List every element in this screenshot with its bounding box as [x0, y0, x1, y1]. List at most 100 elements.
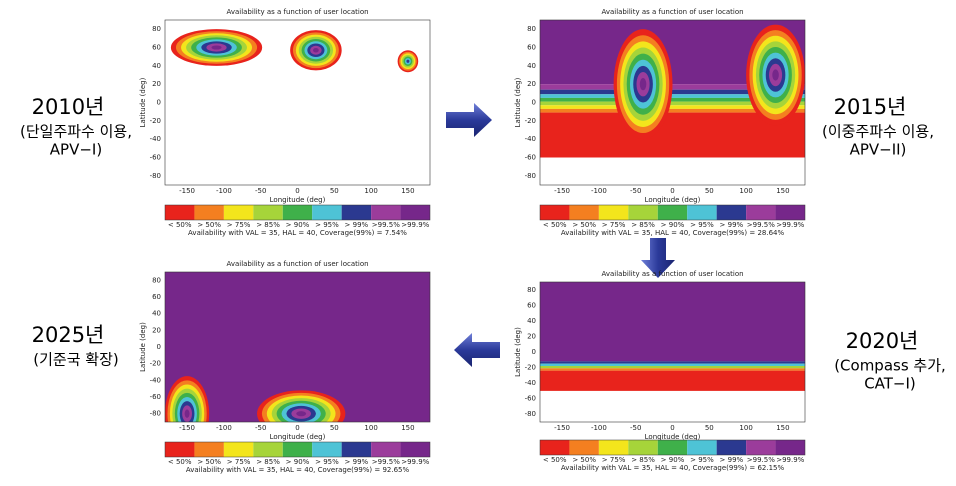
x-tick-label: -150: [179, 424, 195, 432]
legend-swatch: [371, 205, 401, 220]
legend-label: > 85%: [256, 458, 280, 466]
legend-swatch: [165, 205, 195, 220]
panel-note: (단일주파수 이용,: [20, 123, 132, 141]
coverage-band: [540, 101, 805, 106]
legend-frame: [539, 439, 806, 456]
y-tick-label: 40: [152, 62, 161, 70]
y-tick-label: -20: [150, 360, 161, 368]
legend-swatch: [223, 205, 254, 220]
legend-label: > 50%: [572, 221, 596, 229]
coverage-band: [540, 370, 805, 391]
legend-label: > 85%: [631, 221, 655, 229]
legend-frame: [164, 204, 431, 221]
legend-label: > 85%: [256, 221, 280, 229]
legend-swatch: [253, 442, 283, 457]
x-tick-label: 150: [401, 424, 414, 432]
legend-label: > 90%: [661, 456, 685, 464]
legend-label: > 95%: [690, 456, 714, 464]
legend-swatch: [194, 442, 224, 457]
y-tick-label: -80: [150, 172, 161, 180]
y-tick-label: 60: [527, 301, 536, 309]
panel-year: 2010년: [32, 95, 105, 119]
legend-swatch: [716, 205, 747, 220]
legend-swatch: [628, 440, 658, 455]
panel-note: (기준국 확장): [33, 351, 118, 369]
coverage-zone: [406, 59, 410, 63]
legend-swatch: [598, 205, 629, 220]
legend-label: > 95%: [315, 458, 339, 466]
y-tick-label: 20: [527, 332, 536, 340]
legend-swatch: [312, 205, 342, 220]
panel-year: 2015년: [834, 95, 907, 119]
y-tick-label: 40: [152, 310, 161, 318]
y-tick-label: 60: [152, 293, 161, 301]
legend-swatch: [687, 440, 717, 455]
legend-label: >99.9%: [401, 458, 429, 466]
y-tick-label: -80: [525, 172, 536, 180]
legend-swatch: [282, 205, 313, 220]
caption: Availability with VAL = 35, HAL = 40, Co…: [561, 464, 785, 472]
legend-frame: [539, 204, 806, 221]
x-tick-label: -50: [630, 424, 641, 432]
legend-swatch: [746, 205, 776, 220]
legend-swatch: [371, 442, 401, 457]
panel-note: APV−II): [850, 141, 907, 159]
map-fill: [165, 272, 430, 422]
legend-swatch: [400, 442, 430, 457]
x-tick-label: 50: [330, 187, 339, 195]
y-tick-label: 40: [527, 62, 536, 70]
legend-label: > 50%: [197, 221, 221, 229]
legend-swatch: [746, 440, 776, 455]
map-frame: [539, 281, 806, 423]
legend-label: >99.9%: [401, 221, 429, 229]
x-tick-label: 100: [364, 424, 377, 432]
y-tick-label: -20: [525, 117, 536, 125]
coverage-zone: [296, 411, 307, 417]
coverage-band: [540, 112, 805, 158]
legend-swatch: [400, 205, 430, 220]
y-tick-label: -40: [525, 135, 536, 143]
y-tick-label: 0: [532, 99, 536, 107]
legend-label: > 99%: [720, 221, 744, 229]
y-tick-label: 80: [152, 276, 161, 284]
legend-swatch: [223, 442, 254, 457]
legend-swatch: [341, 205, 372, 220]
legend-label: < 50%: [543, 221, 567, 229]
caption: Availability with VAL = 35, HAL = 40, Co…: [186, 466, 410, 474]
y-tick-label: -60: [525, 154, 536, 162]
x-tick-label: 0: [670, 424, 674, 432]
map-frame: [539, 19, 806, 186]
legend-label: < 50%: [543, 456, 567, 464]
legend-label: >99.9%: [776, 221, 804, 229]
y-tick-label: -80: [150, 410, 161, 418]
x-tick-label: -50: [630, 187, 641, 195]
legend-label: > 50%: [197, 458, 221, 466]
y-tick-label: -20: [525, 364, 536, 372]
legend-label: >99.9%: [776, 456, 804, 464]
arrow-right: [446, 103, 492, 137]
y-tick-label: -40: [150, 135, 161, 143]
y-tick-label: 0: [157, 99, 161, 107]
y-tick-label: 80: [152, 25, 161, 33]
y-tick-label: 20: [527, 80, 536, 88]
legend-swatch: [569, 205, 599, 220]
legend-label: > 95%: [315, 221, 339, 229]
legend-label: > 85%: [631, 456, 655, 464]
legend-label: > 75%: [602, 456, 626, 464]
legend-swatch: [312, 442, 342, 457]
legend-label: < 50%: [168, 221, 192, 229]
legend-swatch: [165, 442, 195, 457]
y-tick-label: 60: [527, 44, 536, 52]
y-tick-label: 0: [157, 343, 161, 351]
legend-frame: [164, 441, 431, 458]
coverage-band: [540, 94, 805, 98]
coverage-band: [540, 89, 805, 95]
x-tick-label: 100: [364, 187, 377, 195]
x-axis-label: Longitude (deg): [645, 196, 701, 204]
legend-label: < 50%: [168, 458, 192, 466]
coverage-band: [540, 97, 805, 102]
map-title: Availability as a function of user locat…: [226, 260, 368, 268]
y-tick-label: -80: [525, 410, 536, 418]
coverage-band: [540, 368, 805, 371]
